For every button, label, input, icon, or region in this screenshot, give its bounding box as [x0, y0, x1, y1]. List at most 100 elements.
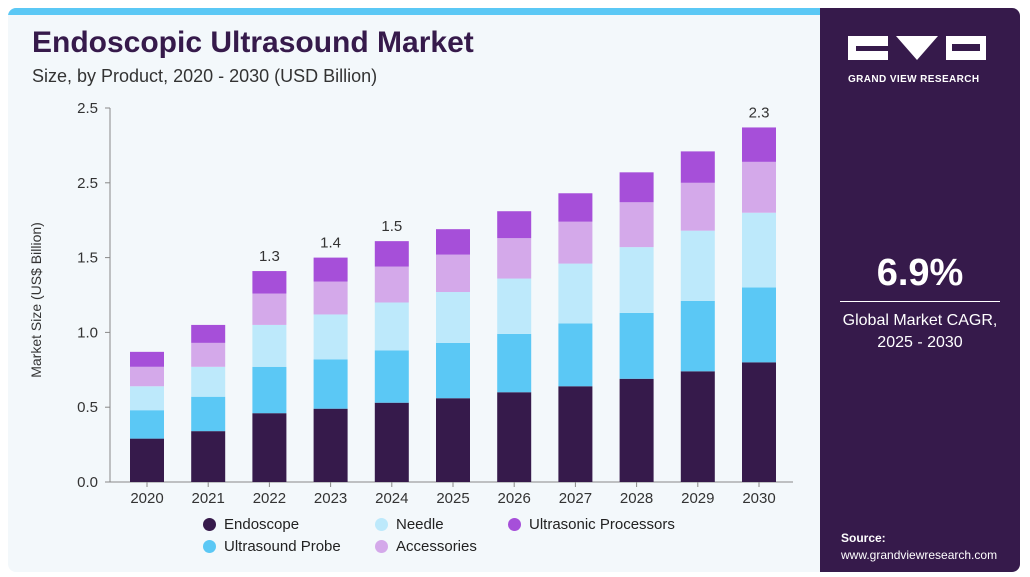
bar-segment-ultrasonic-processors — [680, 151, 715, 183]
data-label: 1.4 — [320, 235, 341, 252]
bar-segment-ultrasound-probe — [619, 312, 654, 379]
x-tick-label: 2021 — [192, 490, 225, 507]
bar-segment-ultrasound-probe — [374, 350, 409, 403]
bar-segment-ultrasonic-processors — [191, 324, 226, 343]
legend-item-endoscope: Endoscope — [203, 516, 299, 533]
x-tick-label: 2025 — [436, 490, 469, 507]
data-label: 2.3 — [749, 104, 770, 121]
x-tick-label: 2027 — [559, 490, 592, 507]
legend-label: Needle — [396, 516, 444, 533]
chart-subtitle: Size, by Product, 2020 - 2030 (USD Billi… — [32, 66, 378, 86]
bar-segment-ultrasound-probe — [436, 342, 470, 399]
bar-segment-accessories — [497, 238, 532, 279]
stacked-bar-chart: 0.0 0.5 1.0 1.5 2.5 2.5 Market Size (US$ Billi… — [28, 100, 793, 507]
bar-segment-accessories — [130, 366, 164, 387]
source-label: Source: — [841, 531, 886, 545]
bar-segment-accessories — [313, 281, 348, 315]
bar-segment-ultrasound-probe — [558, 323, 593, 387]
legend-label: Ultrasonic Processors — [529, 516, 675, 533]
bar-segment-ultrasonic-processors — [313, 257, 348, 282]
bar-segment-endoscope — [191, 431, 226, 482]
y-tick-label: 2.5 — [77, 175, 98, 192]
x-tick-label: 2026 — [498, 490, 531, 507]
bar-segment-endoscope — [313, 408, 348, 482]
data-label: 1.5 — [381, 218, 402, 235]
cagr-divider — [840, 301, 1000, 302]
bar-segment-needle — [191, 366, 226, 397]
x-tick-label: 2024 — [375, 490, 408, 507]
bar-segment-needle — [252, 324, 287, 367]
bar-segment-endoscope — [497, 392, 532, 482]
chart-title: Endoscopic Ultrasound Market — [32, 26, 474, 59]
x-tick-label: 2023 — [314, 490, 347, 507]
bar-segment-needle — [436, 292, 470, 343]
bar-segment-needle — [619, 247, 654, 313]
legend-swatch — [203, 540, 216, 553]
bar-segment-needle — [497, 278, 532, 334]
bar-segment-endoscope — [374, 402, 409, 482]
legend-swatch — [203, 518, 216, 531]
bar-segment-needle — [130, 386, 164, 411]
source-url[interactable]: www.grandviewresearch.com — [841, 548, 998, 562]
bar-segment-needle — [374, 302, 409, 351]
x-tick-label: 2028 — [620, 490, 653, 507]
legend-item-accessories: Accessories — [375, 538, 477, 555]
bar-segment-needle — [313, 314, 348, 360]
x-tick-label: 2029 — [681, 490, 714, 507]
accent-bar — [8, 8, 820, 15]
grand-view-research-logo — [848, 36, 986, 60]
y-axis-title: Market Size (US$ Billion) — [28, 222, 44, 378]
bar-segment-endoscope — [619, 378, 654, 482]
report-card: Endoscopic Ultrasound Market Size, by Pr… — [8, 8, 1020, 572]
bar-segment-accessories — [558, 221, 593, 264]
bar-segment-accessories — [374, 266, 409, 303]
bar-segment-accessories — [680, 182, 715, 231]
y-tick-label: 2.5 — [77, 100, 98, 117]
bar-segment-ultrasound-probe — [130, 410, 164, 439]
bar-segment-accessories — [191, 342, 226, 367]
bar-segment-ultrasonic-processors — [130, 351, 164, 367]
cagr-block: 6.9% Global Market CAGR, 2025 - 2030 — [820, 251, 1020, 354]
x-tick-label: 2020 — [130, 490, 163, 507]
bar-segment-accessories — [742, 161, 776, 213]
bar-segment-accessories — [619, 202, 654, 248]
cagr-label-line1: Global Market CAGR, — [842, 312, 998, 329]
legend-swatch — [375, 540, 388, 553]
bar-segment-ultrasound-probe — [680, 300, 715, 372]
y-tick-label: 0.0 — [77, 474, 98, 491]
y-tick-label: 1.0 — [77, 324, 98, 341]
cagr-value: 6.9% — [876, 252, 964, 294]
y-tick-label: 0.5 — [77, 399, 98, 416]
bar-segment-endoscope — [436, 398, 470, 482]
bar-segment-ultrasound-probe — [191, 396, 226, 432]
bar-segment-ultrasonic-processors — [497, 211, 532, 239]
bar-segment-ultrasonic-processors — [374, 241, 409, 267]
bar-segment-needle — [742, 212, 776, 288]
bar-segment-accessories — [252, 293, 287, 325]
legend-swatch — [375, 518, 388, 531]
bar-segment-accessories — [436, 254, 470, 293]
bar-segment-ultrasonic-processors — [742, 127, 776, 162]
bar-segment-ultrasonic-processors — [252, 271, 287, 294]
brand-panel — [820, 8, 1020, 572]
bar-segment-endoscope — [252, 413, 287, 482]
bar-segment-endoscope — [558, 386, 593, 482]
bar-segment-ultrasound-probe — [742, 287, 776, 363]
cagr-label-line2: 2025 - 2030 — [877, 334, 963, 351]
bar-segment-ultrasonic-processors — [436, 229, 470, 255]
bar-segment-endoscope — [742, 362, 776, 482]
brand-name: GRAND VIEW RESEARCH — [848, 74, 980, 85]
data-label: 1.3 — [259, 248, 280, 265]
y-tick-label: 1.5 — [77, 250, 98, 267]
legend-item-ultrasound-probe: Ultrasound Probe — [203, 538, 341, 555]
bar-segment-endoscope — [680, 371, 715, 482]
legend-label: Ultrasound Probe — [224, 538, 341, 555]
bar-segment-needle — [680, 230, 715, 301]
bar-segment-ultrasound-probe — [252, 366, 287, 414]
legend-swatch — [508, 518, 521, 531]
legend-item-ultrasonic-processors: Ultrasonic Processors — [508, 516, 675, 533]
x-tick-label: 2030 — [742, 490, 775, 507]
bar-segment-endoscope — [130, 438, 164, 482]
bar-segment-ultrasound-probe — [313, 359, 348, 409]
bar-segment-ultrasound-probe — [497, 333, 532, 393]
